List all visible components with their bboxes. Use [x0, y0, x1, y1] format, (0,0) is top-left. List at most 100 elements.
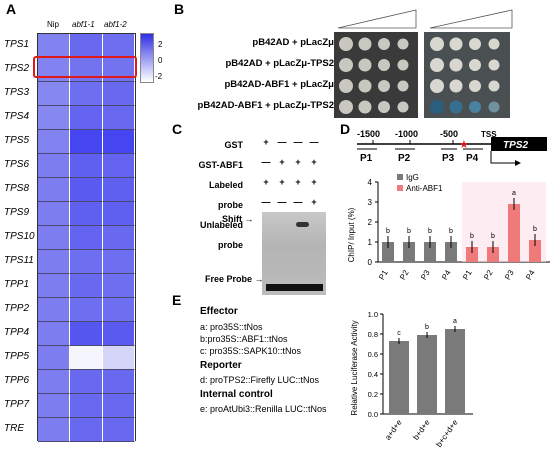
emsa-sign: —: [277, 197, 287, 207]
heatmap-row-label: TPS3: [4, 87, 30, 98]
heatmap-cell: [38, 34, 71, 58]
chip-x-label: P2: [482, 268, 495, 281]
luciferase-chart: Relative Luciferase Activity 0.0 0.2 0.4 0.…: [350, 310, 473, 449]
chip-y-tick-label: 2: [368, 218, 373, 227]
emsa-free-label: Free Probe →: [205, 274, 264, 284]
heatmap-row-labels: TPS1 TPS2 TPS3 TPS4 TPS5 TPS6 TPS8 TPS9 TPS10 TPS…: [4, 33, 38, 441]
scale-tick-2: 2: [158, 40, 163, 49]
yeast-spot: [397, 101, 409, 113]
emsa-label-labeled-probe: Labeled probe: [208, 180, 243, 210]
heatmap-cell: [102, 106, 135, 130]
heatmap-cell: [70, 322, 103, 346]
yeast-spot: [397, 80, 409, 92]
heatmap-cell: [38, 130, 71, 154]
heatmap-row-label: TPP5: [4, 351, 30, 362]
effector-heading: Effector: [200, 306, 238, 317]
legend-igg-label: IgG: [406, 173, 419, 182]
heatmap-cell: [70, 130, 103, 154]
reporter-item: d: proTPS2::Firefly LUC::tNos: [200, 375, 320, 385]
panel-b-row-1: pB42AD + pLacZμ: [252, 37, 334, 48]
chip-y-tick-label: 0: [368, 258, 373, 267]
col-label-abf1-1: abf1-1: [72, 20, 95, 29]
heatmap-row-label: TPP1: [4, 279, 30, 290]
yeast-spot-xgal: [469, 80, 481, 92]
emsa-sign: +: [311, 157, 317, 167]
abre-star-icon: ★: [459, 139, 469, 151]
emsa-gel-image: [262, 212, 326, 295]
region-p4: P4: [466, 153, 479, 164]
legend-anti-abf1-swatch: [397, 185, 403, 191]
chip-x-label: P1: [377, 268, 390, 281]
chip-x-label: P3: [503, 268, 516, 281]
heatmap-cell: [38, 322, 71, 346]
emsa-label-gst-abf1: GST-ABF1: [198, 160, 243, 170]
yeast-spot-xgal: [430, 100, 444, 114]
yeast-spot: [378, 101, 390, 113]
luc-sig-letter: a: [453, 318, 457, 325]
yeast-spot: [397, 38, 409, 50]
emsa-sign: +: [279, 177, 285, 187]
heatmap-cell: [70, 226, 103, 250]
heatmap-row-label: TPS11: [4, 255, 34, 266]
tss-arrow-line: [490, 151, 515, 164]
heatmap-cell: [70, 370, 103, 394]
chip-ylabel: ChIP/ Input (%): [347, 207, 356, 262]
emsa-sign: +: [279, 157, 285, 167]
heatmap-row-label: TPS6: [4, 159, 30, 170]
heatmap-cell: [70, 178, 103, 202]
heatmap-cell: [38, 346, 71, 370]
emsa-sign: +: [263, 177, 269, 187]
yeast-spot-xgal: [488, 59, 500, 71]
yeast-spot: [339, 58, 353, 72]
chip-y-tick-label: 4: [368, 178, 373, 187]
chip-bar: [424, 242, 436, 262]
chip-sig-letter: b: [491, 233, 495, 240]
tss-arrow-head-icon: [515, 160, 521, 166]
yeast-spot: [339, 100, 353, 114]
heatmap-cell: [70, 274, 103, 298]
effector-item-b: b:pro35S::ABF1::tNos: [200, 334, 288, 344]
heatmap-cell: [38, 82, 71, 106]
luc-x-label: a+d+e: [383, 418, 404, 442]
panel-b-plates: [334, 9, 513, 118]
heatmap-cell: [70, 82, 103, 106]
emsa-shift-label: Shift →: [222, 214, 254, 224]
heatmap-row-label: TPP6: [4, 375, 30, 386]
heatmap-cell: [70, 346, 103, 370]
chip-sig-letter: b: [470, 233, 474, 240]
chip-bar: [445, 242, 457, 262]
yeast-spot-xgal: [449, 58, 463, 72]
legend-anti-abf1-label: Anti-ABF1: [406, 184, 443, 193]
heatmap-row-label: TPS1: [4, 39, 30, 50]
panel-b-row-labels: pB42AD + pLacZμ pB42AD + pLacZμ-TPS2 pB4…: [166, 32, 334, 116]
heatmap-cell: [70, 34, 103, 58]
yeast-spot: [358, 37, 372, 51]
yeast-spot-xgal: [469, 38, 481, 50]
chip-sig-letter: b: [428, 228, 432, 235]
chip-bar: [487, 247, 499, 262]
heatmap-cell: [38, 154, 71, 178]
heatmap-cell: [38, 394, 71, 418]
heatmap-cell: [38, 370, 71, 394]
promoter-pos-1000: -1000: [395, 129, 418, 139]
heatmap-cell: [70, 418, 103, 442]
emsa-sign: —: [261, 157, 271, 167]
effector-item-c: c: pro35S::SAPK10::tNos: [200, 346, 302, 356]
heatmap-row-label: TPS5: [4, 135, 30, 146]
yeast-spot: [358, 100, 372, 114]
yeast-spot-xgal: [430, 37, 444, 51]
chip-sig-letter: b: [533, 226, 537, 233]
panel-e-label: E: [172, 292, 182, 308]
emsa-sign: —: [277, 137, 287, 147]
chip-x-label: P1: [461, 268, 474, 281]
col-label-abf1-2: abf1-2: [104, 20, 127, 29]
heatmap-cell: [70, 106, 103, 130]
heatmap-cell: [102, 226, 135, 250]
heatmap-cell: [102, 130, 135, 154]
heatmap-cell: [38, 106, 71, 130]
chip-y-tick-label: 3: [368, 198, 373, 207]
luc-sig-letter: c: [397, 330, 401, 337]
chip-bar: [403, 242, 415, 262]
heatmap-cell: [38, 274, 71, 298]
scale-tick-0: 0: [158, 56, 163, 65]
